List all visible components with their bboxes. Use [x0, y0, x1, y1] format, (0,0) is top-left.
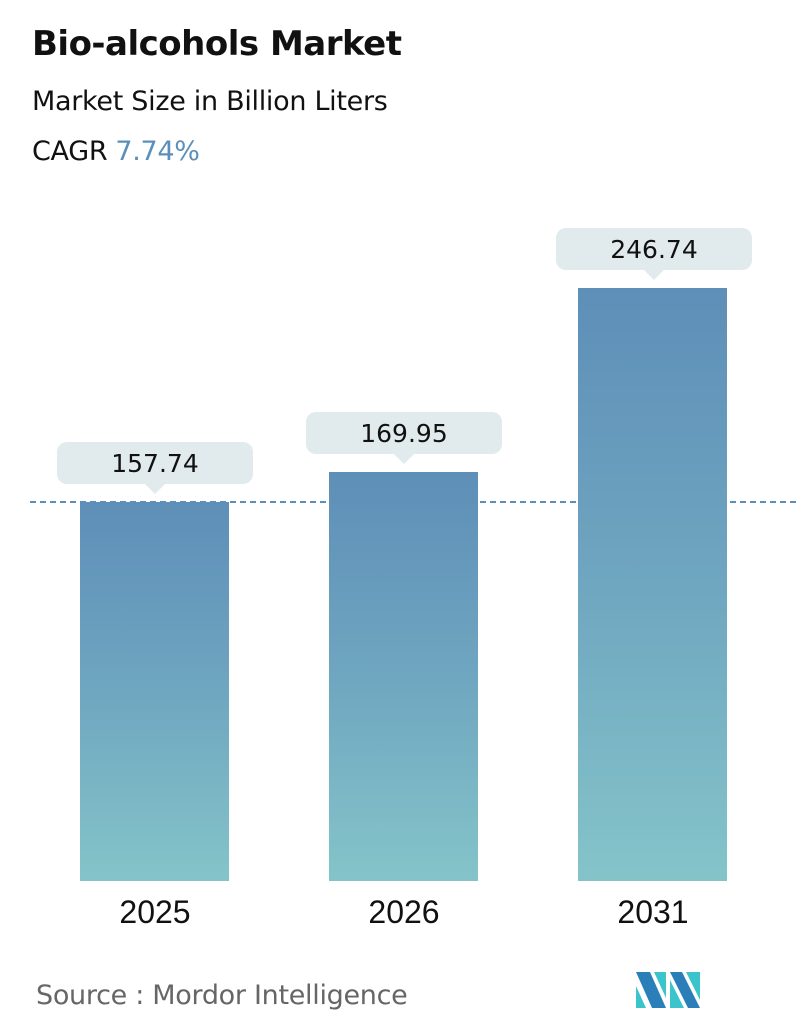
cagr-label: CAGR [32, 136, 108, 167]
mordor-intelligence-logo-icon [636, 972, 700, 1008]
source-text: Source : Mordor Intelligence [36, 980, 408, 1011]
x-label-2026: 2026 [368, 894, 440, 930]
chart-title: Bio-alcohols Market [32, 24, 402, 64]
x-label-2025: 2025 [119, 894, 191, 930]
value-label-2026: 169.95 [360, 418, 448, 448]
cagr-value: 7.74% [115, 136, 200, 167]
chart-subtitle: Market Size in Billion Liters [32, 86, 388, 117]
value-label-2031: 246.74 [610, 234, 698, 264]
x-label-2031: 2031 [617, 894, 689, 930]
value-bubble-2025: 157.74 [57, 442, 253, 494]
value-bubble-2026: 169.95 [306, 412, 502, 464]
bar-2031 [578, 288, 727, 881]
value-bubble-2031: 246.74 [556, 228, 752, 280]
bar-2026 [329, 472, 478, 881]
bar-2025 [80, 502, 229, 881]
cagr-line: CAGR 7.74% [32, 136, 200, 167]
value-label-2025: 157.74 [111, 448, 199, 478]
